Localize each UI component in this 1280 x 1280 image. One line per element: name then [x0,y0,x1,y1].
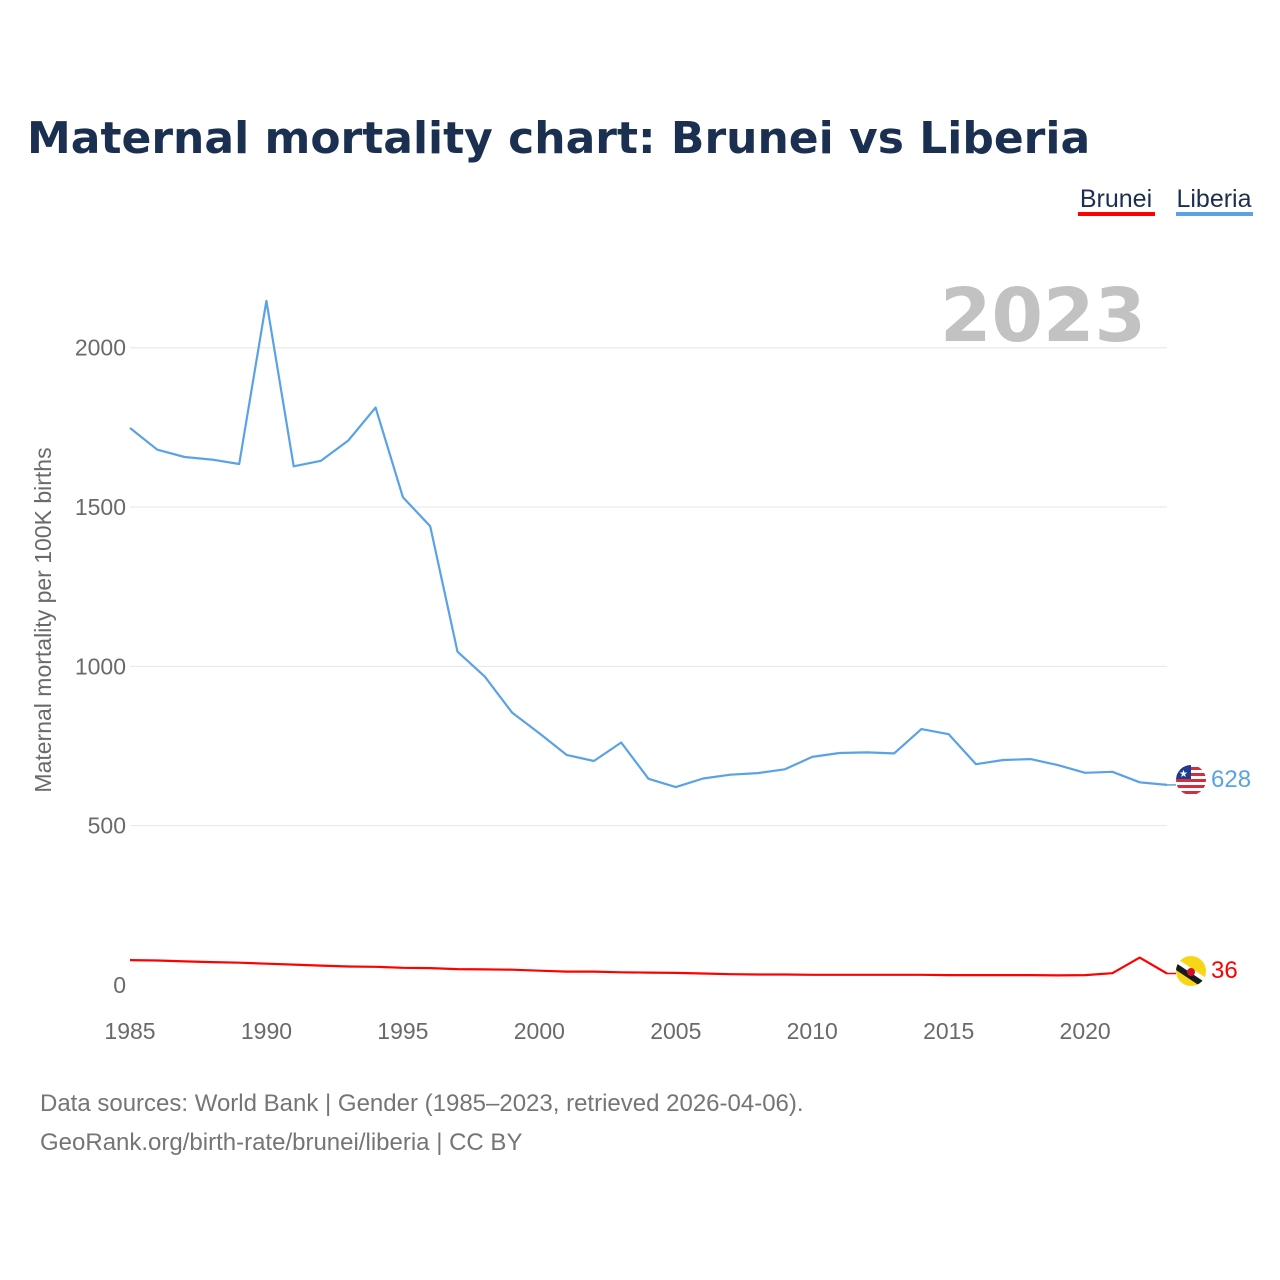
y-tick-label: 500 [88,813,126,839]
x-tick-label: 2010 [787,1018,838,1044]
y-tick-label: 0 [113,972,126,998]
chart-title: Maternal mortality chart: Brunei vs Libe… [27,113,1090,164]
liberia-flag-icon: ★ [1176,765,1206,795]
legend-item-liberia[interactable]: Liberia [1176,185,1253,216]
series-line-liberia [129,299,1168,789]
brunei-flag-icon [1176,956,1206,986]
x-tick-label: 1995 [377,1018,428,1044]
end-label-liberia: 628 [1211,766,1251,793]
x-tick-label: 2005 [650,1018,701,1044]
y-axis-label: Maternal mortality per 100K births [30,447,56,792]
legend: Brunei Liberia [1078,185,1253,216]
legend-label-liberia: Liberia [1176,185,1251,213]
x-tick-label: 2000 [514,1018,565,1044]
footer-sources: Data sources: World Bank | Gender (1985–… [40,1090,804,1117]
legend-swatch-brunei [1078,212,1155,216]
end-label-brunei: 36 [1211,957,1238,984]
x-tick-label: 1990 [241,1018,292,1044]
x-tick-label: 2015 [923,1018,974,1044]
gridlines [130,347,1167,827]
year-watermark: 2023 [940,273,1146,359]
x-tick-label: 1985 [104,1018,155,1044]
svg-text:★: ★ [1179,769,1188,780]
legend-swatch-liberia [1176,212,1253,216]
footer-credit: GeoRank.org/birth-rate/brunei/liberia | … [40,1129,522,1156]
series-lines [129,299,1176,977]
series-line-brunei [129,956,1168,977]
y-tick-label: 1000 [75,653,126,679]
y-tick-label: 2000 [75,335,126,361]
x-tick-label: 2020 [1060,1018,1111,1044]
legend-label-brunei: Brunei [1080,185,1152,213]
y-tick-label: 1500 [75,494,126,520]
x-axis-ticks: 1985 1990 1995 2000 2005 2010 2015 2020 [104,1018,1110,1044]
legend-item-brunei[interactable]: Brunei [1078,185,1155,216]
y-axis-ticks: 0 500 1000 1500 2000 [75,335,126,998]
